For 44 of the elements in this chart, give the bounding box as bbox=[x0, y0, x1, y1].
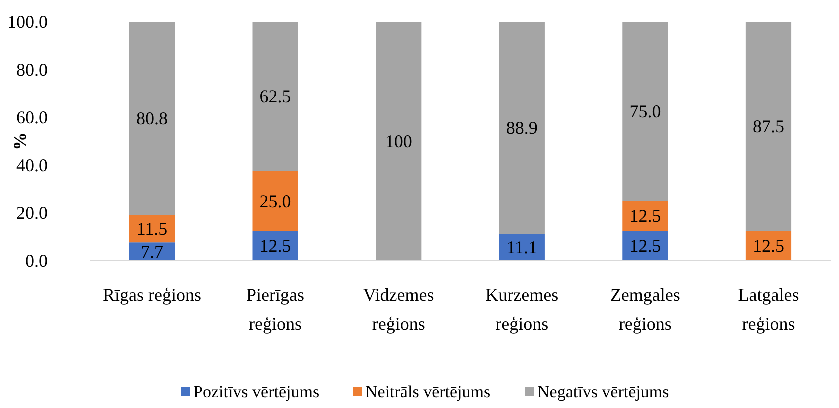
data-label: 62.5 bbox=[260, 86, 292, 107]
data-label: 12.5 bbox=[260, 236, 292, 256]
data-label: 88.9 bbox=[506, 118, 538, 138]
x-tick-label: Rīgas reģions bbox=[103, 285, 202, 305]
y-tick-label: 60.0 bbox=[16, 108, 48, 128]
y-tick-label: 40.0 bbox=[16, 155, 48, 176]
y-tick-label: 20.0 bbox=[16, 203, 48, 224]
bar bbox=[252, 231, 298, 261]
x-tick-label: Zemgales reģions bbox=[610, 285, 680, 334]
bar bbox=[499, 22, 545, 234]
data-label: 25.0 bbox=[260, 191, 292, 212]
data-label: 12.5 bbox=[752, 236, 784, 256]
x-tick-label: Latgales reģions bbox=[738, 285, 800, 334]
x-tick-label: Kurzemes reģions bbox=[486, 285, 559, 334]
bar bbox=[746, 22, 792, 232]
data-label: 11.1 bbox=[506, 238, 538, 258]
data-label: 100 bbox=[385, 132, 412, 152]
y-tick-label: 80.0 bbox=[16, 60, 48, 80]
legend-label: Negatīvs vērtējums bbox=[538, 382, 670, 402]
bar bbox=[499, 234, 545, 261]
bar bbox=[376, 22, 422, 261]
bar bbox=[129, 242, 176, 261]
data-label: 7.7 bbox=[141, 242, 164, 262]
x-tick-label: Pierīgas reģions bbox=[246, 285, 305, 334]
data-label: 11.5 bbox=[136, 218, 168, 239]
bar bbox=[252, 171, 298, 232]
bar bbox=[622, 201, 668, 232]
x-tick-label: Vidzemes reģions bbox=[363, 285, 434, 334]
y-tick-label: 100.0 bbox=[8, 12, 48, 32]
bar bbox=[622, 22, 668, 202]
data-label: 75.0 bbox=[630, 102, 662, 122]
bar bbox=[622, 231, 668, 261]
bar bbox=[252, 22, 298, 172]
legend-label: Neitrāls vērtējums bbox=[366, 382, 491, 402]
y-axis-title: % bbox=[10, 132, 30, 150]
bar bbox=[129, 22, 176, 216]
data-label: 87.5 bbox=[752, 116, 784, 137]
data-label: 80.8 bbox=[136, 108, 168, 129]
bar bbox=[129, 215, 176, 243]
data-label: 12.5 bbox=[630, 236, 662, 256]
data-label: 12.5 bbox=[630, 206, 662, 226]
bar bbox=[746, 231, 792, 261]
legend-label: Pozitīvs vērtējums bbox=[194, 382, 320, 402]
y-tick-label: 0.0 bbox=[26, 251, 48, 271]
